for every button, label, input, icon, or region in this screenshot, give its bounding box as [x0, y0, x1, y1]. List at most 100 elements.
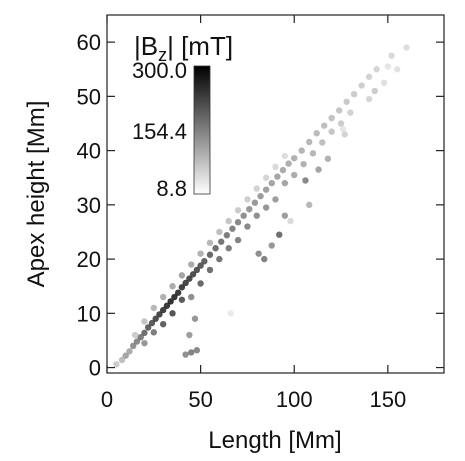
colorbar-mid-label: 154.4 [132, 119, 187, 144]
data-point [156, 311, 163, 318]
data-point [339, 125, 347, 133]
data-point [206, 266, 214, 274]
y-tick-label: 50 [77, 84, 101, 109]
data-point [388, 52, 395, 59]
data-point [306, 138, 313, 146]
data-point [188, 261, 195, 268]
data-point [234, 207, 242, 214]
data-point [272, 196, 279, 203]
data-point [285, 160, 292, 167]
plot-frame [106, 14, 445, 374]
data-point [197, 262, 204, 269]
data-point [218, 238, 225, 245]
data-point [281, 179, 289, 187]
data-point [167, 298, 174, 305]
data-point [341, 131, 348, 138]
colorbar-title: |Bz| [mT] [134, 31, 233, 65]
data-point [169, 310, 176, 317]
data-point [148, 319, 156, 327]
data-point [182, 351, 189, 358]
points-layer [113, 44, 410, 368]
data-point [298, 147, 305, 154]
data-point [141, 329, 148, 337]
data-point [197, 250, 204, 257]
y-axis-label: Apex height [Mm] [23, 101, 50, 288]
data-point [251, 199, 259, 206]
data-point [291, 171, 298, 179]
data-point [403, 44, 410, 51]
colorbar-gradient [193, 65, 211, 195]
data-point [268, 242, 275, 249]
data-point [313, 130, 320, 137]
data-point [274, 173, 281, 180]
data-point [131, 331, 139, 339]
data-point [188, 293, 195, 301]
data-point [227, 310, 234, 317]
data-point [350, 90, 358, 98]
data-point [113, 361, 120, 368]
data-point [268, 179, 275, 187]
data-point [337, 120, 345, 127]
data-point [212, 245, 219, 252]
data-point [206, 251, 214, 258]
data-point [276, 231, 283, 238]
y-tick-label: 30 [77, 193, 101, 218]
data-point [253, 185, 260, 192]
data-point [133, 338, 141, 345]
data-point [169, 283, 176, 290]
data-point [118, 356, 126, 364]
data-point [188, 349, 195, 356]
data-point [320, 122, 328, 129]
colorbar-title-rest: | [mT] [167, 31, 233, 61]
data-point [343, 98, 350, 105]
data-point [152, 315, 159, 322]
data-point [272, 163, 279, 171]
colorbar-title-sub: z [158, 45, 167, 65]
x-tick-label: 50 [188, 387, 212, 412]
data-point [225, 217, 232, 225]
data-point [159, 320, 167, 328]
data-point [191, 315, 199, 322]
data-point [150, 329, 158, 336]
data-point [371, 87, 378, 95]
data-point [365, 95, 373, 103]
x-tick-label: 150 [369, 387, 406, 412]
data-point [206, 239, 214, 247]
data-point [365, 73, 373, 81]
data-point [328, 128, 335, 135]
data-point [300, 160, 307, 168]
data-point [380, 79, 388, 87]
data-point [159, 306, 167, 314]
data-point [244, 223, 251, 230]
colorbar: |Bz| [mT] 300.0 154.4 8.8 [132, 31, 233, 201]
data-point [281, 152, 289, 160]
data-point [335, 107, 343, 114]
x-tick-label: 100 [276, 387, 313, 412]
data-point [186, 331, 193, 339]
axes-layer: 0 50 100 150 0 10 20 30 40 50 60 [77, 15, 444, 412]
data-point [130, 342, 137, 350]
data-point [150, 304, 158, 312]
data-point [393, 66, 401, 73]
data-point [174, 289, 182, 296]
data-point [178, 284, 186, 291]
data-point [384, 63, 392, 70]
data-point [178, 272, 186, 279]
data-point [197, 280, 204, 287]
data-point [302, 177, 309, 184]
data-point [287, 217, 294, 225]
data-point [328, 114, 335, 122]
data-point [234, 219, 242, 226]
data-point [229, 225, 236, 232]
colorbar-min-label: 8.8 [156, 176, 187, 201]
data-point [309, 150, 317, 157]
data-point [319, 139, 326, 146]
data-point [291, 155, 298, 162]
data-point [126, 348, 133, 355]
data-point [186, 275, 193, 282]
data-point [306, 201, 313, 209]
data-point [216, 228, 223, 236]
data-point [315, 166, 322, 173]
data-point [193, 347, 201, 354]
